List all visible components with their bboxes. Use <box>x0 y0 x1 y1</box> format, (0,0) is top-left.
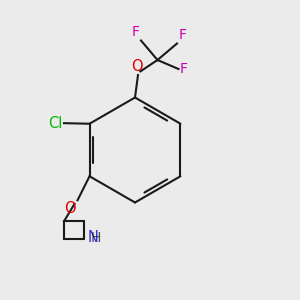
Text: Cl: Cl <box>48 116 62 131</box>
Text: O: O <box>131 59 142 74</box>
Text: F: F <box>178 28 187 42</box>
Text: F: F <box>131 25 140 39</box>
Text: O: O <box>64 201 76 216</box>
Text: N: N <box>87 230 98 245</box>
Text: F: F <box>180 62 188 76</box>
Text: H: H <box>91 231 101 245</box>
